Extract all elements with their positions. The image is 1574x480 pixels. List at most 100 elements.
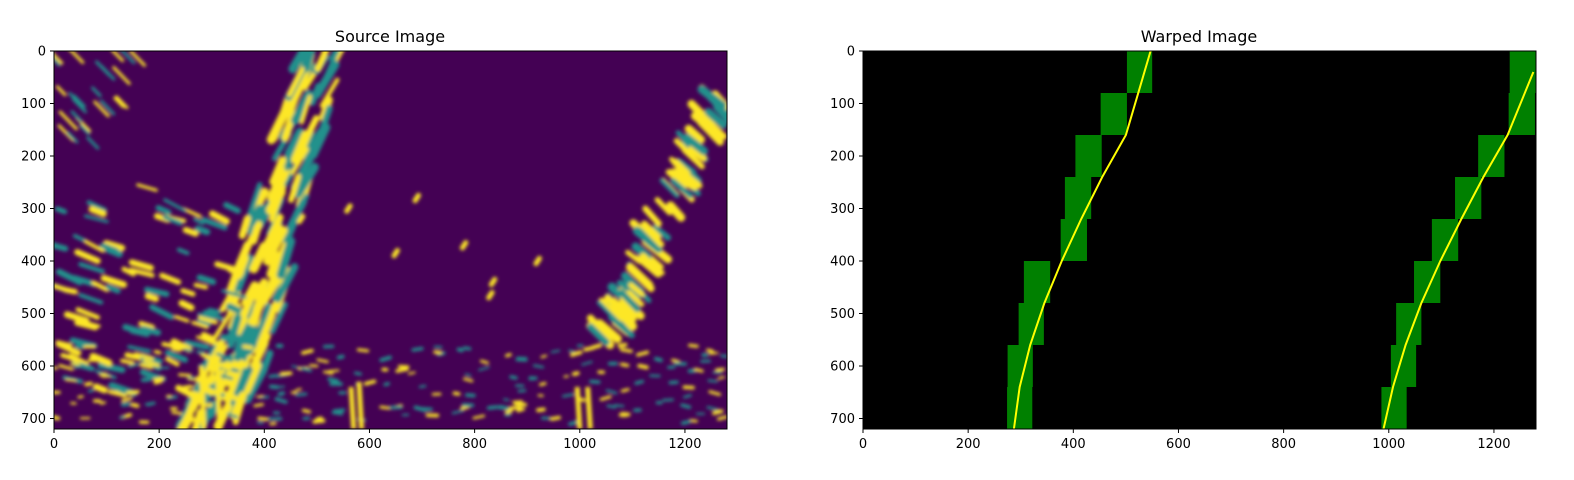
binary-streak xyxy=(568,420,579,426)
binary-streak xyxy=(55,341,82,356)
binary-streak xyxy=(89,352,113,367)
binary-streak xyxy=(198,363,208,368)
binary-streak xyxy=(91,280,110,293)
binary-streak xyxy=(613,404,625,408)
binary-streak xyxy=(344,203,353,214)
binary-streak xyxy=(69,337,98,349)
binary-streak xyxy=(618,288,641,313)
binary-streak xyxy=(356,348,370,353)
binary-streak xyxy=(62,287,78,295)
binary-streak xyxy=(215,352,234,362)
binary-streak xyxy=(219,289,236,313)
binary-streak xyxy=(608,314,635,339)
binary-streak xyxy=(274,397,288,404)
y-tick-label: 400 xyxy=(21,255,46,270)
binary-streak xyxy=(214,261,239,273)
binary-streak xyxy=(121,396,133,403)
binary-streak xyxy=(634,255,659,277)
binary-streak xyxy=(662,398,674,402)
binary-streak xyxy=(464,373,472,377)
binary-streak xyxy=(186,418,197,424)
binary-streak xyxy=(628,282,645,297)
binary-streak xyxy=(640,252,665,276)
lane-mark xyxy=(198,365,207,429)
binary-streak xyxy=(293,162,319,199)
binary-streak xyxy=(461,402,475,408)
binary-streak xyxy=(668,168,690,188)
binary-streak xyxy=(411,346,424,352)
binary-streak xyxy=(197,312,216,320)
x-tick-label: 1200 xyxy=(1477,437,1510,452)
binary-streak xyxy=(688,343,699,348)
binary-streak xyxy=(229,313,242,338)
binary-streak xyxy=(153,349,162,355)
y-tick-label: 0 xyxy=(38,45,46,60)
binary-streak xyxy=(363,379,377,386)
binary-streak xyxy=(630,267,655,293)
binary-streak xyxy=(486,289,495,301)
binary-streak xyxy=(72,233,88,243)
binary-streak xyxy=(598,297,623,322)
binary-streak xyxy=(257,416,269,422)
binary-streak xyxy=(279,371,293,376)
binary-streak xyxy=(194,225,211,236)
binary-streak xyxy=(269,156,287,186)
binary-streak xyxy=(284,127,305,159)
binary-streak xyxy=(300,367,313,373)
warped-image-panel: Warped Image 0 200 400 600 800 1000 1200 0 100 2… xyxy=(830,27,1537,452)
binary-streak xyxy=(379,355,392,363)
binary-streak xyxy=(503,398,510,402)
binary-streak xyxy=(295,392,308,397)
binary-streak xyxy=(75,307,101,320)
binary-streak xyxy=(606,404,617,409)
binary-streak xyxy=(140,325,162,336)
binary-streak xyxy=(680,419,692,426)
binary-streak xyxy=(295,387,302,392)
source-image-binary-streaks xyxy=(54,51,727,429)
binary-streak xyxy=(256,394,264,399)
binary-streak xyxy=(79,124,91,136)
lane-mark xyxy=(585,386,593,429)
binary-streak xyxy=(290,89,314,125)
binary-streak xyxy=(634,230,655,249)
sliding-window-rect xyxy=(1509,51,1536,93)
binary-streak xyxy=(302,70,318,91)
lane-mark xyxy=(214,355,223,429)
binary-streak xyxy=(112,66,131,85)
binary-streak xyxy=(226,303,241,314)
binary-streak xyxy=(379,405,391,410)
sliding-window-rect xyxy=(1414,261,1441,303)
binary-streak xyxy=(536,407,546,413)
binary-streak xyxy=(286,66,305,97)
source-image-x-axis: 0 200 400 600 800 1000 1200 xyxy=(50,429,701,452)
binary-streak xyxy=(540,354,548,359)
binary-streak xyxy=(88,206,107,218)
binary-streak xyxy=(581,360,593,366)
binary-streak xyxy=(196,350,206,355)
binary-streak xyxy=(87,388,95,393)
binary-streak xyxy=(267,180,280,202)
binary-streak xyxy=(54,52,64,65)
binary-streak xyxy=(516,407,526,413)
binary-streak xyxy=(165,356,180,367)
binary-streak xyxy=(182,384,193,390)
binary-streak xyxy=(127,345,152,354)
source-image-panel: Source Image 0 200 400 600 800 1000 1200 0 100 2… xyxy=(21,27,728,452)
y-tick-label: 0 xyxy=(847,45,855,60)
binary-streak xyxy=(256,311,276,348)
binary-streak xyxy=(472,414,486,420)
binary-streak xyxy=(119,415,126,420)
binary-streak xyxy=(539,381,547,387)
binary-streak xyxy=(126,389,140,396)
binary-streak xyxy=(185,394,199,419)
binary-streak xyxy=(407,371,416,375)
binary-streak xyxy=(332,408,346,413)
binary-streak xyxy=(183,339,211,350)
binary-streak xyxy=(74,319,99,331)
binary-streak xyxy=(247,204,265,227)
binary-streak xyxy=(319,77,340,108)
binary-streak xyxy=(263,226,288,266)
x-tick-label: 0 xyxy=(859,437,867,452)
binary-streak xyxy=(452,391,461,396)
binary-streak xyxy=(697,112,715,131)
